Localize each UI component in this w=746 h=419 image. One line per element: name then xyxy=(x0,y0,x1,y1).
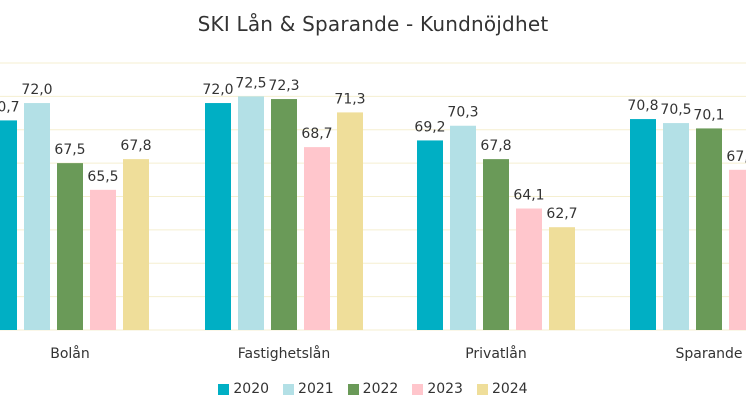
chart-title: SKI Lån & Sparande - Kundnöjdhet xyxy=(197,12,549,36)
bar-2020-0 xyxy=(0,120,17,330)
data-label-2024-0: 67,8 xyxy=(120,138,151,154)
legend-swatch-2023 xyxy=(412,383,424,395)
data-label-2022-1: 72,3 xyxy=(268,78,299,94)
bar-2024-1 xyxy=(337,112,363,331)
legend-swatch-2022 xyxy=(347,383,359,395)
bar-2023-1 xyxy=(304,147,330,330)
bar-2023-3 xyxy=(729,169,746,330)
data-label-2020-0: 70,7 xyxy=(0,99,20,115)
bar-2024-2 xyxy=(549,227,575,330)
category-label-0: Bolån xyxy=(50,345,90,362)
bar-2020-2 xyxy=(417,140,443,330)
bar-2021-2 xyxy=(450,125,476,331)
data-label-2021-2: 70,3 xyxy=(447,105,478,121)
legend-label-2020: 2020 xyxy=(233,381,270,397)
data-label-2020-2: 69,2 xyxy=(414,119,445,135)
data-label-2022-3: 70,1 xyxy=(693,107,724,123)
category-label-1: Fastighetslån xyxy=(238,345,331,362)
bar-2022-1 xyxy=(271,99,297,330)
bar-2021-0 xyxy=(24,103,50,330)
bar-2021-1 xyxy=(238,96,264,330)
legend-swatch-2020 xyxy=(218,383,230,395)
chart-legend: 2020 2021 2022 2023 2024 xyxy=(0,381,746,397)
bar-2023-2 xyxy=(516,208,542,330)
legend-label-2021: 2021 xyxy=(298,381,334,397)
bar-2020-1 xyxy=(205,103,231,330)
legend-swatch-2021 xyxy=(283,383,295,395)
legend-item-2022: 2022 xyxy=(347,381,399,397)
data-label-2022-0: 67,5 xyxy=(54,142,85,158)
data-label-2024-1: 71,3 xyxy=(334,91,365,107)
data-label-2020-3: 70,8 xyxy=(627,98,658,114)
data-label-2021-0: 72,0 xyxy=(21,82,52,98)
bar-2022-0 xyxy=(57,163,83,330)
data-label-2022-2: 67,8 xyxy=(480,138,511,154)
legend-label-2022: 2022 xyxy=(362,381,399,397)
category-label-2: Privatlån xyxy=(465,345,527,362)
data-label-2020-1: 72,0 xyxy=(202,82,233,98)
legend-swatch-2024 xyxy=(476,383,488,395)
bar-2024-0 xyxy=(123,159,149,330)
bar-2021-3 xyxy=(663,123,689,330)
data-label-2023-0: 65,5 xyxy=(87,169,118,185)
legend-item-2020: 2020 xyxy=(218,381,269,397)
legend-item-2021: 2021 xyxy=(283,381,334,397)
bar-2020-3 xyxy=(630,119,656,330)
legend-item-2024: 2024 xyxy=(476,381,528,397)
category-label-3: Sparande xyxy=(675,346,742,362)
data-label-2023-2: 64,1 xyxy=(513,188,544,204)
data-label-2023-3: 67,0 xyxy=(726,149,746,165)
data-label-2023-1: 68,7 xyxy=(301,126,332,142)
bar-2022-3 xyxy=(696,128,722,330)
legend-label-2024: 2024 xyxy=(491,381,528,397)
legend-label-2023: 2023 xyxy=(427,381,463,397)
data-label-2021-3: 70,5 xyxy=(660,102,691,118)
data-label-2021-1: 72,5 xyxy=(235,75,266,91)
bar-2023-0 xyxy=(90,189,116,330)
bar-2022-2 xyxy=(483,159,509,330)
data-label-2024-2: 62,7 xyxy=(546,206,577,222)
legend-item-2023: 2023 xyxy=(412,381,463,397)
